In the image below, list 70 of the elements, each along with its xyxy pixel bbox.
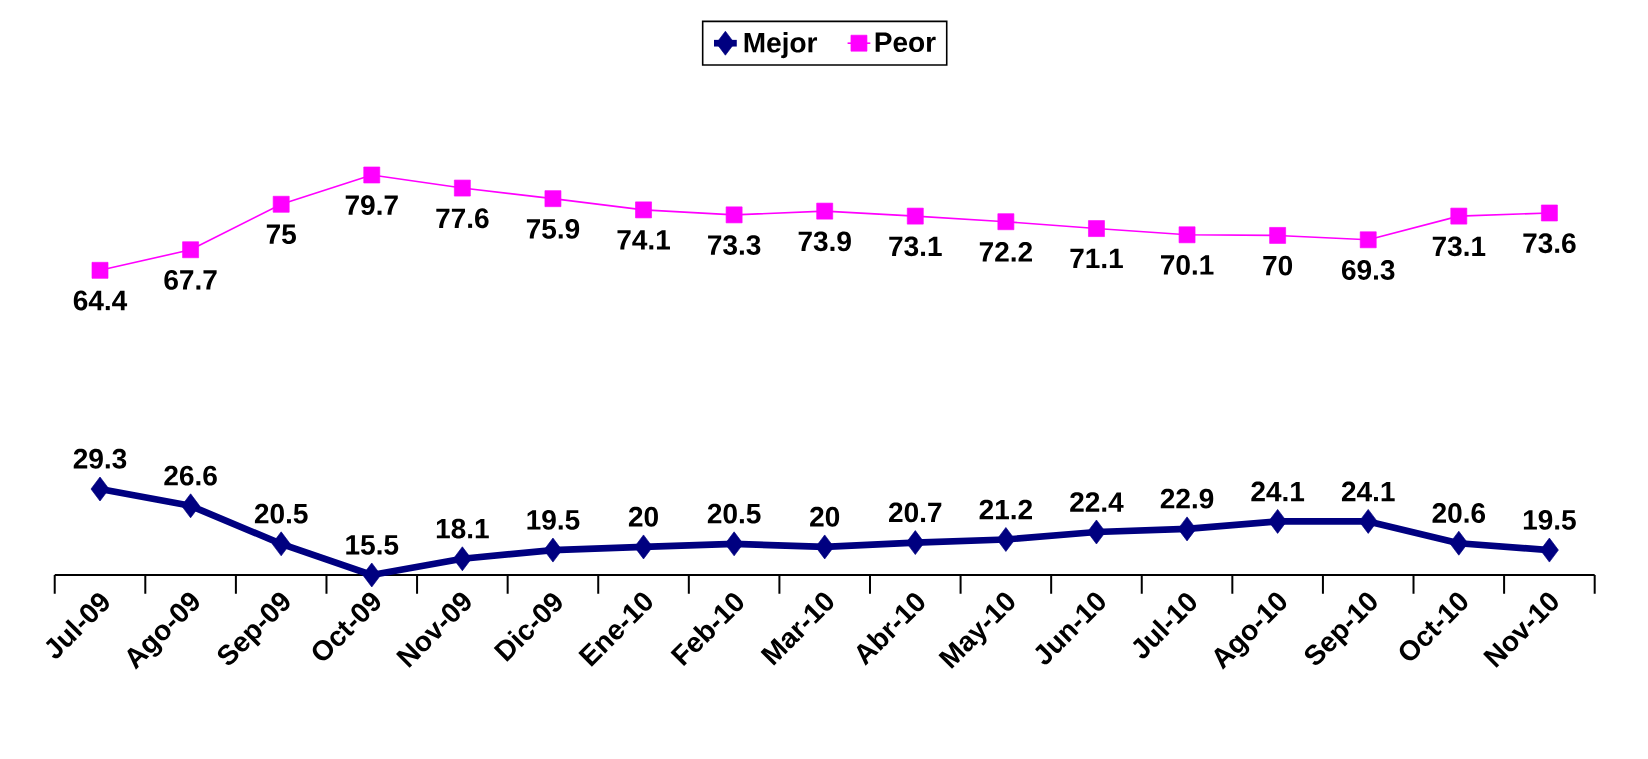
point [1450, 207, 1468, 225]
point [815, 534, 835, 560]
data-label: 24.1 [1251, 481, 1305, 502]
data-label: 73.1 [1432, 236, 1486, 257]
data-label: 18.1 [436, 518, 489, 539]
point [362, 562, 382, 588]
point [182, 241, 199, 259]
data-label: 22.4 [1070, 492, 1124, 512]
data-label: 20.5 [254, 503, 308, 524]
point [635, 201, 652, 219]
data-label: 29.3 [73, 448, 127, 469]
data-label: 72.2 [979, 241, 1032, 262]
point [1358, 509, 1378, 534]
data-label: 67.7 [164, 270, 217, 290]
point [454, 179, 471, 197]
point [1269, 227, 1286, 244]
point [272, 195, 290, 213]
point [724, 531, 744, 557]
data-label: 77.6 [436, 208, 489, 229]
point [90, 476, 110, 502]
data-label: 75.9 [526, 218, 580, 239]
point [906, 207, 924, 225]
data-label: 71.1 [1070, 248, 1123, 269]
data-label: 79.7 [345, 195, 398, 216]
point [453, 546, 472, 572]
point [1087, 519, 1106, 545]
data-label: 74.1 [617, 230, 670, 250]
point [997, 213, 1015, 231]
data-label: 26.6 [164, 465, 217, 486]
data-label: 20.7 [889, 502, 942, 523]
point [544, 190, 562, 207]
data-label: 20.6 [1432, 503, 1486, 523]
data-label: 73.6 [1523, 233, 1576, 254]
point [996, 527, 1016, 552]
point [543, 537, 563, 563]
data-label: 20 [810, 506, 840, 527]
data-label: 73.9 [798, 231, 851, 252]
point [725, 206, 743, 224]
point [905, 530, 925, 555]
data-label: 19.5 [527, 509, 580, 530]
legend-label: Peor [875, 32, 936, 53]
data-label: 20.5 [707, 503, 761, 524]
point [1268, 509, 1287, 534]
data-label: 70 [1263, 255, 1293, 276]
data-label: 73.3 [708, 235, 761, 255]
point [1359, 231, 1377, 249]
point [1541, 204, 1558, 222]
legend-label: Mejor [744, 32, 818, 59]
data-label: 75 [266, 224, 296, 245]
point [1540, 537, 1559, 563]
data-label: 21.2 [979, 499, 1032, 520]
data-label: 15.5 [346, 535, 399, 555]
point [91, 261, 109, 279]
data-label: 19.5 [1523, 509, 1576, 530]
data-label: 64.4 [73, 290, 128, 311]
data-label: 20 [628, 506, 658, 527]
data-label: 73.1 [889, 236, 942, 257]
point [634, 534, 653, 560]
data-label: 70.1 [1161, 255, 1214, 275]
data-label: 22.9 [1160, 488, 1214, 509]
point [1449, 530, 1469, 556]
point [1178, 226, 1196, 244]
point [271, 531, 291, 557]
point [1088, 220, 1105, 237]
point [363, 166, 381, 184]
point [181, 493, 200, 519]
point [816, 202, 834, 220]
point [1177, 516, 1197, 542]
data-label: 69.3 [1342, 260, 1395, 280]
data-label: 24.1 [1341, 481, 1395, 502]
